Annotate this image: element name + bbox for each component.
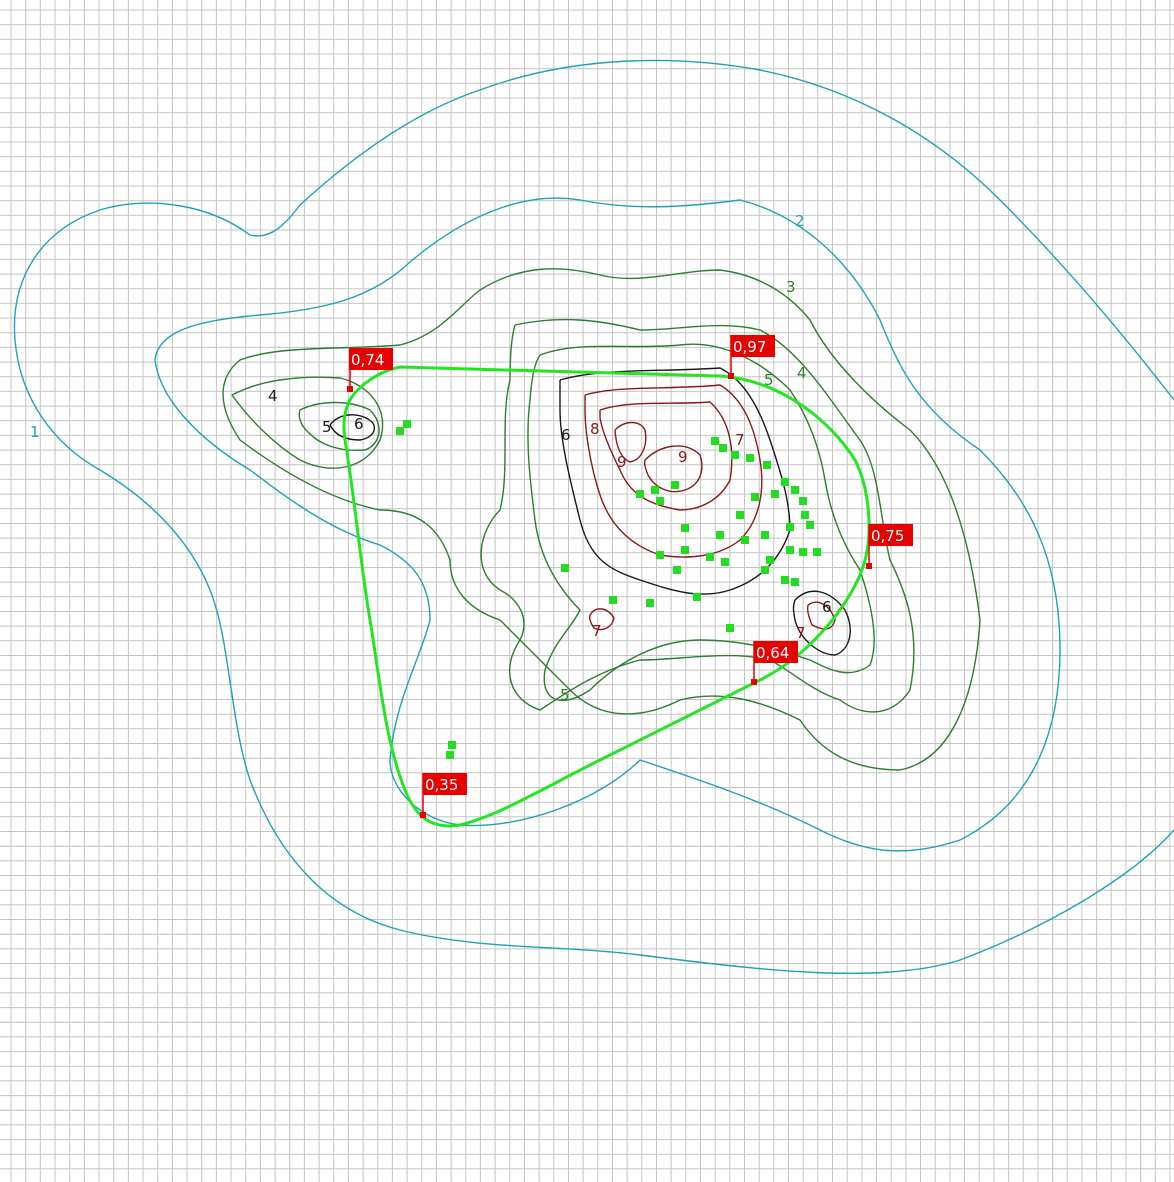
data-points	[396, 420, 821, 759]
marker-0-35[interactable]: 0,35	[420, 773, 467, 818]
contour-label-6: 6	[354, 415, 364, 433]
contour-line-level-8	[599, 401, 733, 511]
contour-label-5: 5	[764, 371, 774, 389]
marker-label: 0,97	[733, 338, 766, 356]
marker-0-64[interactable]: 0,64	[751, 641, 798, 685]
contour-label-5: 5	[322, 418, 332, 436]
marker-0-75[interactable]: 0,75	[866, 524, 913, 569]
contour-label-4: 4	[268, 387, 278, 405]
contour-label-6: 6	[561, 426, 571, 444]
contour-line-level-9	[614, 421, 703, 493]
contour-label-9: 9	[678, 448, 688, 466]
marker-label: 0,74	[351, 351, 384, 369]
contour-labels: 1 2 3 4 4 5 5 5 6 6 6 7 7 7 8 9 9	[30, 212, 832, 704]
contour-label-8: 8	[590, 420, 600, 438]
marker-0-97[interactable]: 0,97	[728, 335, 775, 379]
markers: 0,74 0,97 0,75 0,64 0,35	[347, 335, 913, 818]
marker-0-74[interactable]: 0,74	[347, 348, 393, 392]
contour-label-7: 7	[592, 622, 602, 640]
contour-lines	[13, 59, 1174, 975]
contour-label-1: 1	[30, 423, 40, 441]
marker-label: 0,75	[871, 527, 904, 545]
contour-line-level-3	[222, 268, 981, 771]
contour-label-6: 6	[822, 598, 832, 616]
contour-line-level-2	[154, 197, 1061, 852]
contour-label-5: 5	[560, 686, 570, 704]
contour-label-9: 9	[617, 453, 627, 471]
contour-line-level-4	[231, 318, 915, 713]
contour-line-level-6	[329, 367, 851, 656]
marker-label: 0,64	[756, 644, 789, 662]
marker-label: 0,35	[425, 776, 458, 794]
contour-label-4: 4	[797, 364, 807, 382]
contour-line-level-7	[584, 384, 836, 631]
contour-label-7: 7	[796, 624, 806, 642]
contour-line-level-1	[13, 59, 1174, 975]
route-line	[342, 365, 871, 828]
contour-label-2: 2	[795, 212, 805, 230]
contour-label-3: 3	[786, 278, 796, 296]
contour-label-7: 7	[735, 431, 745, 449]
